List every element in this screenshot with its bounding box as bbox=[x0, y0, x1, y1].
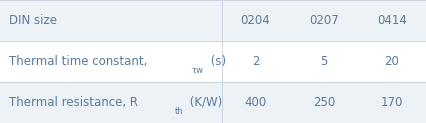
Text: (K/W): (K/W) bbox=[186, 96, 222, 109]
Text: τw: τw bbox=[192, 66, 204, 75]
Text: DIN size: DIN size bbox=[9, 14, 57, 27]
Text: (s): (s) bbox=[207, 55, 227, 68]
Text: 20: 20 bbox=[385, 55, 399, 68]
Text: 0207: 0207 bbox=[309, 14, 339, 27]
Text: Thermal time constant,: Thermal time constant, bbox=[9, 55, 151, 68]
Bar bbox=[0, 82, 426, 123]
Text: 170: 170 bbox=[381, 96, 403, 109]
Text: Thermal resistance, R: Thermal resistance, R bbox=[9, 96, 138, 109]
Text: 5: 5 bbox=[320, 55, 328, 68]
Text: th: th bbox=[175, 107, 184, 116]
Text: 400: 400 bbox=[245, 96, 267, 109]
Text: 250: 250 bbox=[313, 96, 335, 109]
Text: 0204: 0204 bbox=[241, 14, 271, 27]
Text: 0414: 0414 bbox=[377, 14, 407, 27]
Bar bbox=[0, 0, 426, 41]
Bar bbox=[0, 41, 426, 82]
Text: 2: 2 bbox=[252, 55, 259, 68]
